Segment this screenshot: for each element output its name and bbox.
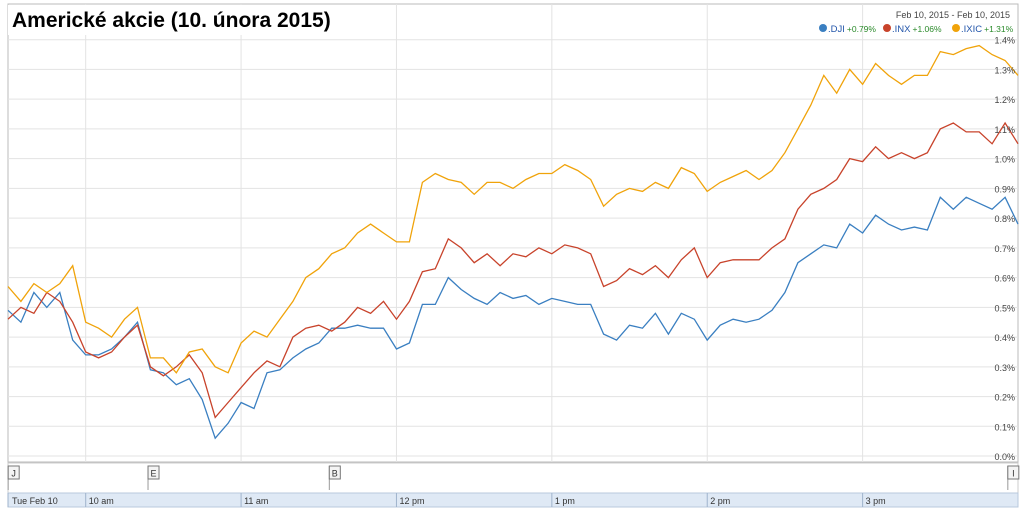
news-flag: I [1007, 465, 1020, 490]
x-tick-label: 2 pm [710, 496, 730, 506]
x-tick-label: 12 pm [399, 496, 424, 506]
x-tick-label: Tue Feb 10 [12, 496, 58, 506]
title-box [8, 5, 348, 35]
y-tick-label: 1.3% [994, 65, 1015, 75]
y-tick-label: 0.8% [994, 214, 1015, 224]
flag-box [7, 465, 20, 480]
y-tick-label: 1.2% [994, 95, 1015, 105]
legend-change: +1.06% [912, 24, 942, 34]
legend-swatch [819, 24, 827, 32]
x-tick-label: 3 pm [866, 496, 886, 506]
legend-name: .INX [892, 24, 911, 35]
chart-title: Americké akcie (10. února 2015) [12, 9, 331, 32]
y-tick-label: 1.1% [994, 125, 1015, 135]
y-tick-label: 0.7% [994, 244, 1015, 254]
y-tick-label: 1.0% [994, 155, 1015, 165]
flag-label: B [332, 469, 338, 479]
y-tick-label: 0.9% [994, 184, 1015, 194]
y-tick-label: 0.0% [994, 452, 1015, 462]
series-line [7, 44, 1019, 374]
series-line [7, 196, 1019, 440]
news-flag: B [328, 465, 341, 490]
y-tick-label: 0.3% [994, 363, 1015, 373]
legend: .DJI +0.79% .INX +1.06% .IXIC +1.31% [819, 24, 1014, 35]
news-flag: J [7, 465, 20, 490]
legend-name: .IXIC [961, 24, 982, 35]
lines [7, 44, 1019, 440]
flag-box [147, 465, 160, 480]
flag-label: E [151, 469, 157, 479]
x-tick-label: 1 pm [555, 496, 575, 506]
y-tick-label: 0.4% [994, 333, 1015, 343]
x-tick-label: 11 am [244, 496, 268, 506]
series-line [7, 121, 1019, 419]
y-tick-label: 0.1% [994, 422, 1015, 432]
flag-strip [7, 462, 1019, 494]
legend-swatch [952, 24, 960, 32]
y-tick-label: 1.4% [994, 36, 1015, 46]
legend-swatch [883, 24, 891, 32]
plot-frame [7, 3, 1019, 463]
y-tick-label: 0.6% [994, 274, 1015, 284]
flag-label: I [1012, 469, 1015, 479]
flag-box [1007, 465, 1020, 480]
legend-change: +1.31% [984, 24, 1014, 34]
y-tick-label: 0.2% [994, 393, 1015, 403]
x-tick-label: 10 am [89, 496, 114, 506]
flag-label: J [11, 469, 16, 479]
legend-name: .DJI [828, 24, 845, 35]
overlay: 0.0% 0.1% 0.2% 0.3% 0.4% 0.5% 0.6% 0.7% 0.8% 0.9%… [7, 36, 1020, 507]
flag-box [328, 465, 341, 480]
y-tick-label: 0.5% [994, 303, 1015, 313]
grid [8, 4, 1018, 462]
date-range: Feb 10, 2015 - Feb 10, 2015 [896, 10, 1010, 20]
news-flag: E [147, 465, 160, 490]
legend-change: +0.79% [847, 24, 877, 34]
